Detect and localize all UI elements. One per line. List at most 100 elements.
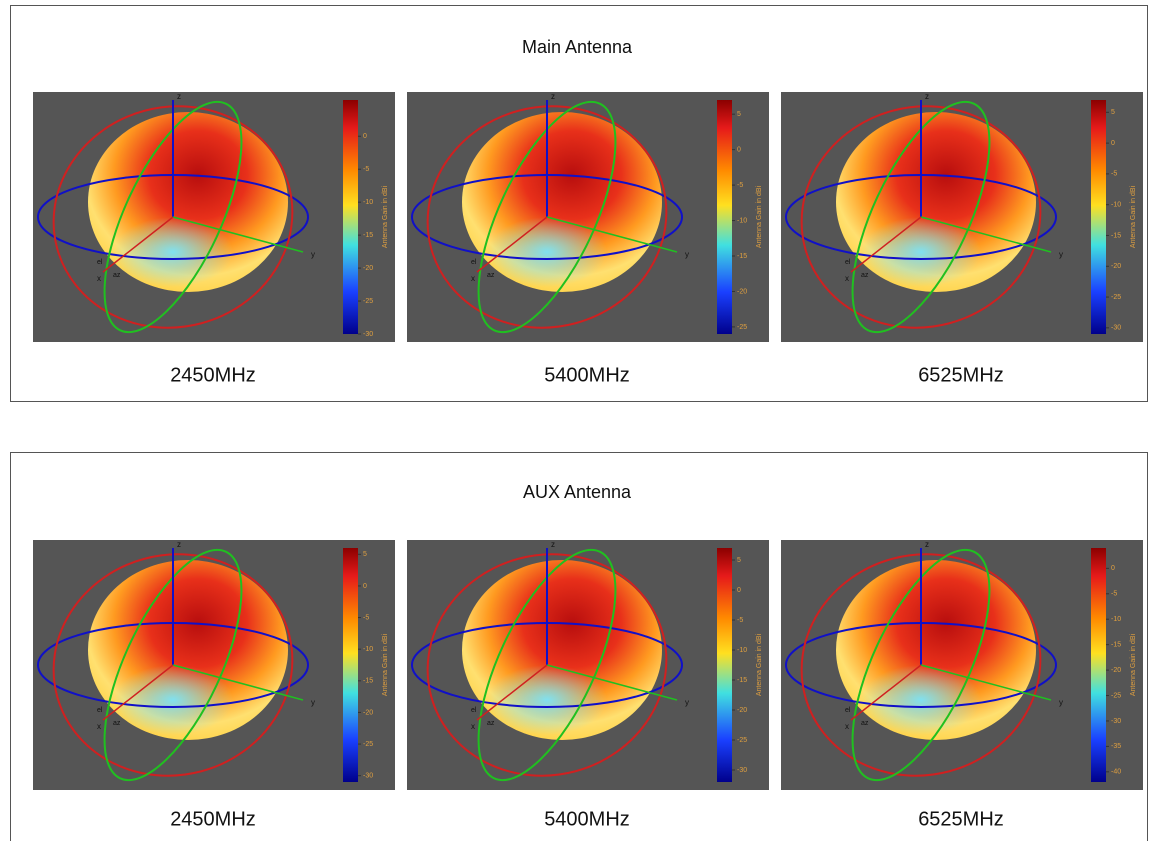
colorbar-tick-label: -15 (737, 253, 747, 260)
colorbar (717, 548, 732, 782)
colorbar-tick-label: -5 (363, 166, 369, 173)
colorbar-tick-label: -20 (1111, 263, 1121, 270)
colorbar-tick-label: 0 (363, 583, 367, 590)
axis-label: x (97, 722, 101, 731)
colorbar-tick-label: -5 (363, 614, 369, 621)
colorbar-tick-label: -10 (737, 647, 747, 654)
colorbar-tick-label: 5 (737, 557, 741, 564)
frequency-label: 6525MHz (918, 808, 1004, 830)
colorbar-tick-label: -20 (737, 707, 747, 714)
colorbar-tick-label: -20 (1111, 667, 1121, 674)
colorbar-tick-label: 0 (363, 133, 367, 140)
axis-label: z (551, 92, 555, 101)
axis-label: az (861, 272, 869, 279)
axis-label: x (471, 722, 475, 731)
colorbar-tick-label: -10 (363, 646, 373, 653)
colorbar-tick-label: -25 (737, 737, 747, 744)
colorbar-title: Antenna Gain in dBi (756, 185, 763, 248)
frequency-label: 2450MHz (170, 364, 256, 386)
axis-label: az (113, 720, 121, 727)
colorbar (1091, 100, 1106, 334)
axis-label: x (845, 722, 849, 731)
colorbar (343, 100, 358, 334)
pattern-low-gain (487, 665, 607, 735)
axis-label: z (925, 92, 929, 101)
colorbar-title: Antenna Gain in dBi (756, 633, 763, 696)
colorbar-tick-label: -30 (1111, 718, 1121, 725)
colorbar-tick-label: -20 (737, 288, 747, 295)
axis-label: el (97, 259, 103, 266)
pattern-plot: zyxelaz0-5-10-15-20-25-30Antenna Gain in… (29, 80, 395, 355)
colorbar-tick-label: -15 (737, 677, 747, 684)
axis-label: y (1059, 250, 1063, 259)
axis-label: az (861, 720, 869, 727)
axis-label: y (311, 698, 315, 707)
colorbar-tick-label: -5 (1111, 171, 1117, 178)
axis-label: y (1059, 698, 1063, 707)
axis-label: z (925, 540, 929, 549)
colorbar-tick-label: -15 (363, 232, 373, 239)
axis-label: z (177, 92, 181, 101)
axis-label: az (487, 720, 495, 727)
axis-label: el (471, 259, 477, 266)
colorbar-title: Antenna Gain in dBi (382, 185, 389, 248)
colorbar-tick-label: -10 (363, 199, 373, 206)
colorbar-tick-label: -35 (1111, 743, 1121, 750)
colorbar-tick-label: -40 (1111, 769, 1121, 776)
colorbar-tick-label: -25 (1111, 294, 1121, 301)
axis-label: el (845, 707, 851, 714)
colorbar-tick-label: 5 (363, 551, 367, 558)
pattern-plot: z y x el az 5 0 -5 -10 -15 -20 -25 -30 Antenna Gain i… (777, 80, 1143, 355)
colorbar-tick-label: 0 (737, 587, 741, 594)
colorbar-tick-label: 0 (737, 146, 741, 153)
figure: Main Antennazyxelaz0-5-10-15-20-25-30Ant… (0, 0, 1158, 841)
colorbar-tick-label: -15 (1111, 641, 1121, 648)
axis-label: x (97, 274, 101, 283)
axis-label: z (177, 540, 181, 549)
colorbar-tick-label: -10 (1111, 616, 1121, 623)
colorbar-tick-label: -25 (737, 324, 747, 331)
axis-label: el (97, 707, 103, 714)
colorbar-title: Antenna Gain in dBi (1130, 185, 1137, 248)
colorbar-tick-label: -10 (737, 217, 747, 224)
colorbar-tick-label: -25 (363, 741, 373, 748)
colorbar-tick-label: 0 (1111, 565, 1115, 572)
colorbar-tick-label: -10 (1111, 202, 1121, 209)
axis-label: y (685, 698, 689, 707)
colorbar-tick-label: -30 (737, 767, 747, 774)
pattern-low-gain (861, 217, 981, 287)
colorbar (717, 100, 732, 334)
frequency-label: 6525MHz (918, 364, 1004, 386)
colorbar-tick-label: -20 (363, 265, 373, 272)
pattern-plot: z y x el az 5 0 -5 -10 -15 -20 -25 Antenna Gain in d… (403, 80, 769, 355)
colorbar-tick-label: 0 (1111, 140, 1115, 147)
colorbar-tick-label: -5 (737, 182, 743, 189)
pattern-low-gain (861, 665, 981, 735)
colorbar-tick-label: 5 (737, 111, 741, 118)
colorbar-title: Antenna Gain in dBi (382, 633, 389, 696)
colorbar-tick-label: -5 (737, 617, 743, 624)
axis-label: el (845, 259, 851, 266)
axis-label: x (471, 274, 475, 283)
panel-title: AUX Antenna (523, 482, 632, 502)
axis-label: x (845, 274, 849, 283)
axis-label: y (685, 250, 689, 259)
axis-label: y (311, 250, 315, 259)
pattern-low-gain (487, 217, 607, 287)
pattern-low-gain (113, 217, 233, 287)
colorbar (1091, 548, 1106, 782)
axis-label: az (113, 272, 121, 279)
colorbar-tick-label: -25 (363, 298, 373, 305)
colorbar-tick-label: 5 (1111, 109, 1115, 116)
axis-label: az (487, 272, 495, 279)
colorbar-tick-label: -15 (1111, 232, 1121, 239)
colorbar-tick-label: -25 (1111, 692, 1121, 699)
frequency-label: 2450MHz (170, 808, 256, 830)
axis-label: el (471, 707, 477, 714)
colorbar-tick-label: -30 (1111, 325, 1121, 332)
colorbar-tick-label: -15 (363, 678, 373, 685)
axis-label: z (551, 540, 555, 549)
colorbar-title: Antenna Gain in dBi (1130, 633, 1137, 696)
colorbar-tick-label: -20 (363, 709, 373, 716)
